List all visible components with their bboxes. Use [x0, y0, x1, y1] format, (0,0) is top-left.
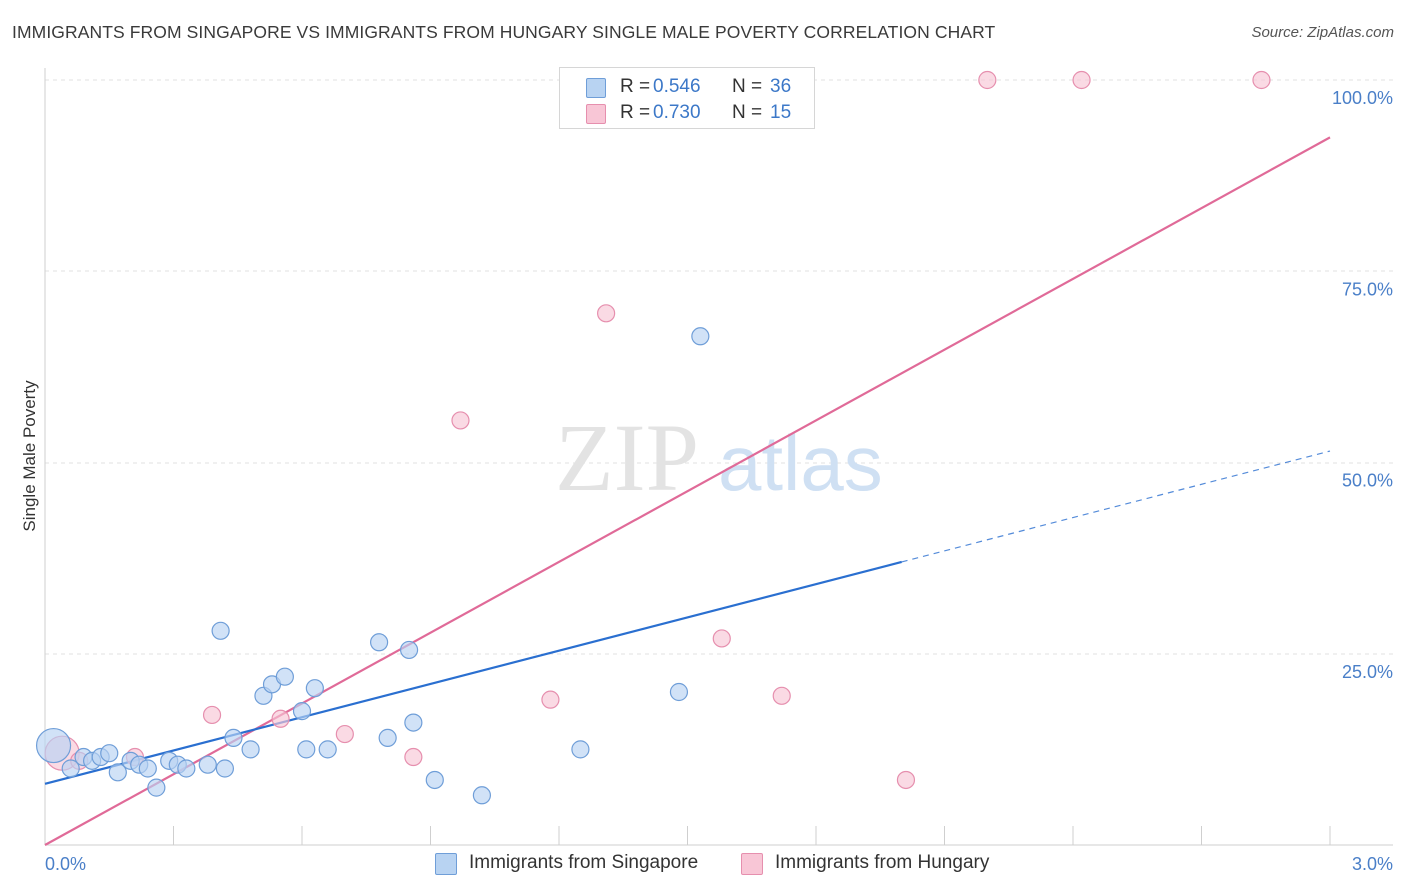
y-tick-label: 75.0% [1342, 279, 1393, 299]
point-hungary [404, 747, 423, 767]
y-axis-title: Single Male Poverty [20, 380, 39, 532]
point-singapore [571, 740, 590, 759]
watermark-atlas: atlas [718, 419, 883, 507]
point-singapore [241, 740, 260, 759]
legend-r-value-hungary: 0.730 [653, 102, 701, 123]
point-singapore [147, 778, 166, 797]
point-hungary [335, 724, 354, 744]
point-singapore [297, 740, 316, 759]
legend-swatch-singapore [586, 78, 606, 98]
point-hungary [451, 411, 470, 430]
legend-r-label: R = [620, 76, 651, 97]
point-hungary [896, 770, 916, 790]
legend-n-label: N = [732, 102, 763, 123]
point-hungary [541, 690, 560, 709]
point-singapore [61, 759, 80, 778]
y-tick-label: 25.0% [1342, 662, 1393, 682]
bottom-legend-swatch-hungary [741, 853, 763, 875]
point-singapore [215, 759, 234, 778]
point-singapore [404, 713, 423, 732]
point-singapore [399, 640, 419, 660]
grid-lines [45, 79, 1393, 655]
point-singapore [378, 728, 397, 748]
trendline-singapore [44, 560, 902, 785]
trendline-singapore-extension [901, 450, 1331, 563]
point-singapore [100, 744, 119, 763]
bottom-legend-swatch-singapore [435, 853, 457, 875]
point-hungary [597, 304, 616, 323]
tick-labels: 25.0% 50.0% 75.0% 100.0% 0.0% 3.0% [45, 88, 1393, 874]
point-singapore [198, 755, 217, 774]
point-singapore [108, 763, 127, 782]
axes [44, 68, 1393, 846]
point-singapore [425, 770, 444, 790]
point-singapore [305, 679, 324, 698]
watermark-zip: ZIP [555, 404, 699, 511]
point-singapore [370, 633, 389, 652]
source-credit: Source: ZipAtlas.com [1251, 24, 1394, 41]
point-singapore [224, 728, 243, 748]
x-tick-label: 0.0% [45, 854, 86, 874]
point-hungary [271, 709, 290, 728]
trendline-hungary [44, 136, 1331, 846]
legend-n-value-hungary: 15 [770, 102, 792, 123]
stats-legend: R = 0.546 N = 36 R = 0.730 N = 15 [559, 67, 815, 129]
legend-n-label: N = [732, 76, 763, 97]
point-hungary [1072, 70, 1091, 90]
point-singapore [292, 702, 312, 721]
chart-title: IMMIGRANTS FROM SINGAPORE VS IMMIGRANTS … [12, 22, 996, 42]
y-tick-label: 100.0% [1332, 88, 1393, 108]
point-singapore [211, 621, 230, 640]
point-singapore [275, 667, 294, 686]
legend-n-value-singapore: 36 [770, 76, 792, 97]
legend-r-label: R = [620, 102, 651, 123]
point-singapore [35, 727, 72, 764]
point-singapore [669, 682, 689, 702]
x-tick-label: 3.0% [1352, 854, 1393, 874]
point-hungary [202, 705, 222, 725]
point-hungary [712, 629, 731, 648]
legend-r-value-singapore: 0.546 [653, 76, 701, 97]
bottom-legend-label-singapore: Immigrants from Singapore [469, 852, 699, 873]
point-hungary [978, 70, 997, 90]
point-singapore [472, 786, 491, 805]
trend-lines [44, 136, 1331, 846]
point-singapore [177, 759, 196, 778]
y-tick-label: 50.0% [1342, 471, 1393, 491]
point-hungary [772, 686, 791, 705]
point-hungary [1252, 70, 1271, 90]
point-singapore [691, 327, 710, 346]
point-singapore [318, 740, 337, 759]
point-singapore [138, 759, 157, 778]
bottom-legend-label-hungary: Immigrants from Hungary [775, 852, 990, 873]
data-points [35, 70, 1271, 805]
watermark: ZIP atlas [555, 404, 883, 511]
legend-swatch-hungary [586, 104, 606, 124]
